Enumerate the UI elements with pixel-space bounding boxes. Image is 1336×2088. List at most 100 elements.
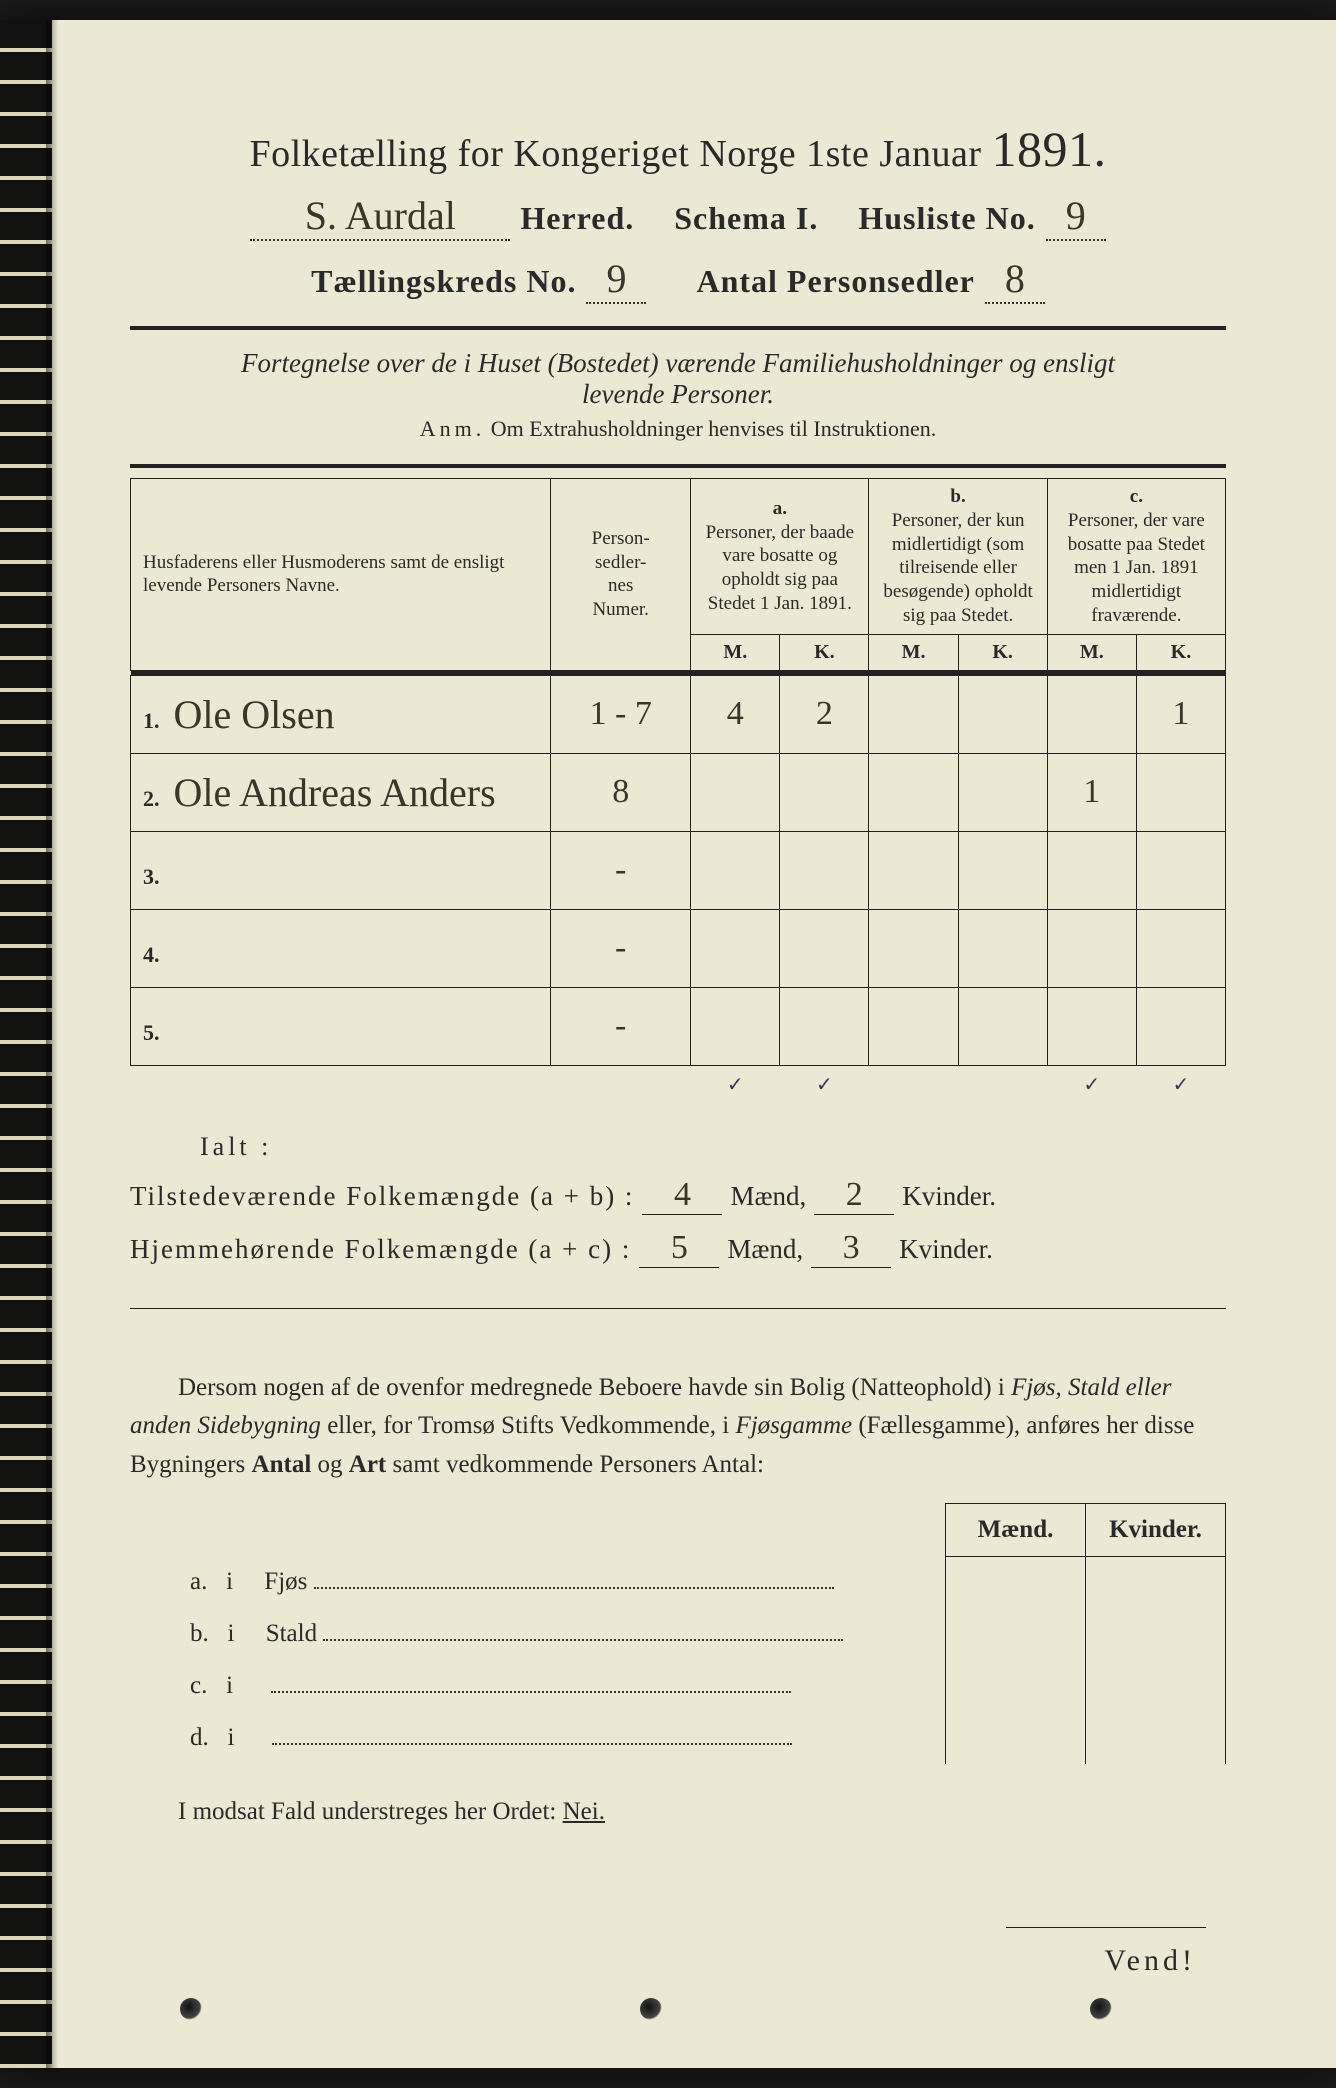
sidebldg-table: Mænd. Kvinder. a. i Fjøs b. i Stald c. i… bbox=[130, 1503, 1226, 1765]
schema-label: Schema I. bbox=[674, 200, 818, 237]
row-num: 1 - 7 bbox=[551, 675, 691, 753]
sidebldg-row: a. i Fjøs bbox=[130, 1556, 1226, 1608]
punch-hole bbox=[180, 1998, 202, 2020]
row-c-k bbox=[1136, 753, 1225, 831]
kreds-label: Tællingskreds No. bbox=[311, 263, 576, 300]
row-b-m bbox=[869, 987, 958, 1065]
a-k: K. bbox=[780, 634, 869, 670]
sidebldg-label: a. i Fjøs bbox=[130, 1556, 946, 1608]
sidebldg-m bbox=[946, 1608, 1086, 1660]
table-row: 5. - bbox=[131, 987, 1226, 1065]
row-c-m: 1 bbox=[1047, 753, 1136, 831]
c-k: K. bbox=[1136, 634, 1225, 670]
sidebldg-para: Dersom nogen af de ovenfor medregnede Be… bbox=[130, 1369, 1226, 1485]
row-name: 4. bbox=[131, 909, 551, 987]
row-a-m bbox=[691, 987, 780, 1065]
sidebldg-row: d. i bbox=[130, 1712, 1226, 1764]
main-title: Folketælling for Kongeriget Norge 1ste J… bbox=[130, 120, 1226, 178]
ialt-label: Ialt : bbox=[200, 1132, 272, 1161]
row-c-k bbox=[1136, 909, 1225, 987]
vend-rule bbox=[1006, 1927, 1206, 1928]
c-m: M. bbox=[1047, 634, 1136, 670]
table-row: 3. - bbox=[131, 831, 1226, 909]
husliste-label: Husliste No. bbox=[858, 200, 1035, 237]
rule-2 bbox=[130, 464, 1226, 468]
side-hdr-k: Kvinder. bbox=[1086, 1503, 1226, 1556]
col-name: Husfaderens eller Husmoderens samt de en… bbox=[131, 479, 551, 671]
sidebldg-m bbox=[946, 1556, 1086, 1608]
row-a-k bbox=[780, 987, 869, 1065]
sidebldg-m bbox=[946, 1660, 1086, 1712]
table-body: 1. Ole Olsen1 - 74212. Ole Andreas Ander… bbox=[131, 675, 1226, 1065]
hjemme-k: 3 bbox=[811, 1229, 891, 1268]
tilstede-k: 2 bbox=[814, 1176, 894, 1215]
row-name: 3. bbox=[131, 831, 551, 909]
sidebldg-k bbox=[1086, 1556, 1226, 1608]
hjemme-m: 5 bbox=[639, 1229, 719, 1268]
rule-3 bbox=[130, 1308, 1226, 1309]
row-a-k bbox=[780, 831, 869, 909]
row-a-k bbox=[780, 909, 869, 987]
vend-label: Vend! bbox=[1104, 1944, 1196, 1978]
row-b-m bbox=[869, 753, 958, 831]
row-b-k bbox=[958, 831, 1047, 909]
check-row: ✓ ✓ ✓ ✓ bbox=[131, 1065, 1226, 1103]
rule-1 bbox=[130, 326, 1226, 330]
herred-label: Herred. bbox=[520, 200, 634, 237]
modsat-line: I modsat Fald understreges her Ordet: Ne… bbox=[130, 1798, 1226, 1826]
col-a: a. Personer, der baade vare bosatte og o… bbox=[691, 479, 869, 635]
totals-tilstede: Tilstedeværende Folkemængde (a + b) : 4 … bbox=[130, 1176, 1226, 1215]
row-b-m bbox=[869, 675, 958, 753]
herred-value: S. Aurdal bbox=[250, 192, 510, 241]
row-c-m bbox=[1047, 831, 1136, 909]
row-c-k bbox=[1136, 987, 1225, 1065]
sidebldg-k bbox=[1086, 1608, 1226, 1660]
table-row: 1. Ole Olsen1 - 7421 bbox=[131, 675, 1226, 753]
personsedler-value: 8 bbox=[985, 255, 1045, 304]
title-year: 1891. bbox=[992, 121, 1107, 177]
row-c-m bbox=[1047, 987, 1136, 1065]
row-name: 5. bbox=[131, 987, 551, 1065]
sidebldg-m bbox=[946, 1712, 1086, 1764]
row-a-k: 2 bbox=[780, 675, 869, 753]
row-name: 2. Ole Andreas Anders bbox=[131, 753, 551, 831]
tilstede-m: 4 bbox=[642, 1176, 722, 1215]
row-num: 8 bbox=[551, 753, 691, 831]
sidebldg-k bbox=[1086, 1660, 1226, 1712]
punch-hole bbox=[640, 1998, 662, 2020]
row-b-k bbox=[958, 909, 1047, 987]
row-c-m bbox=[1047, 675, 1136, 753]
row-b-k bbox=[958, 675, 1047, 753]
row-a-m: 4 bbox=[691, 675, 780, 753]
personsedler-label: Antal Personsedler bbox=[696, 263, 974, 300]
totals-block: Ialt : Tilstedeværende Folkemængde (a + … bbox=[130, 1131, 1226, 1268]
nei: Nei. bbox=[563, 1798, 605, 1825]
row-num: - bbox=[551, 831, 691, 909]
row-c-m bbox=[1047, 909, 1136, 987]
totals-hjemme: Hjemmehørende Folkemængde (a + c) : 5 Mæ… bbox=[130, 1229, 1226, 1268]
a-m: M. bbox=[691, 634, 780, 670]
husliste-value: 9 bbox=[1046, 192, 1106, 241]
row-b-m bbox=[869, 831, 958, 909]
anm-note: Anm. Om Extrahusholdninger henvises til … bbox=[130, 416, 1226, 442]
sidebldg-row: c. i bbox=[130, 1660, 1226, 1712]
household-table: Husfaderens eller Husmoderens samt de en… bbox=[130, 478, 1226, 1103]
sidebldg-row: b. i Stald bbox=[130, 1608, 1226, 1660]
intro-text: Fortegnelse over de i Huset (Bostedet) v… bbox=[130, 348, 1226, 410]
sidebldg-label: d. i bbox=[130, 1712, 946, 1764]
b-k: K. bbox=[958, 634, 1047, 670]
film-scan-edge bbox=[0, 20, 52, 2068]
header-row-2: Tællingskreds No. 9 Antal Personsedler 8 bbox=[130, 255, 1226, 304]
b-m: M. bbox=[869, 634, 958, 670]
row-num: - bbox=[551, 987, 691, 1065]
row-num: - bbox=[551, 909, 691, 987]
table-row: 2. Ole Andreas Anders8 1 bbox=[131, 753, 1226, 831]
row-b-k bbox=[958, 987, 1047, 1065]
census-form-page: Folketælling for Kongeriget Norge 1ste J… bbox=[0, 20, 1336, 2068]
row-name: 1. Ole Olsen bbox=[131, 675, 551, 753]
row-a-m bbox=[691, 831, 780, 909]
row-c-k bbox=[1136, 831, 1225, 909]
header-row-1: S. Aurdal Herred. Schema I. Husliste No.… bbox=[130, 192, 1226, 241]
punch-hole bbox=[1090, 1998, 1112, 2020]
row-a-m bbox=[691, 753, 780, 831]
